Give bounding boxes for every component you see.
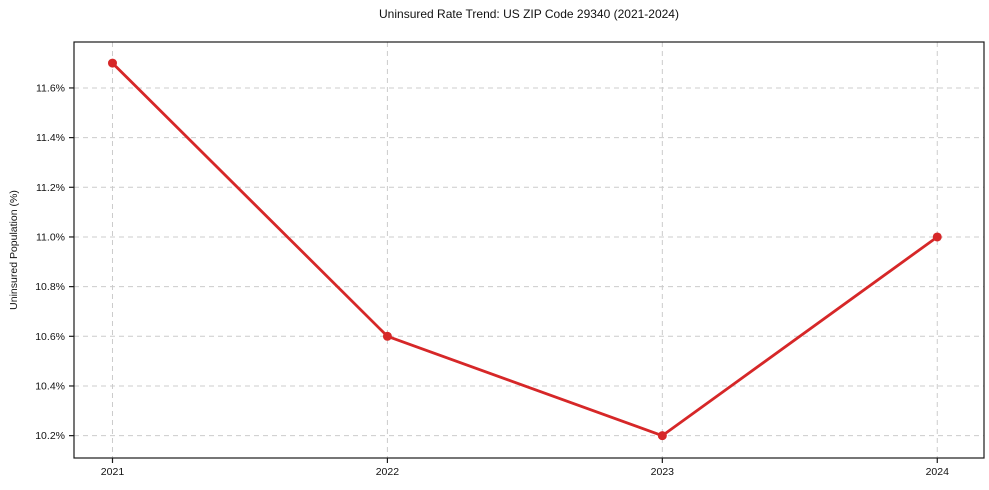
y-tick-label: 11.4% [36,132,65,144]
data-line [111,61,939,438]
x-tick-label: 2024 [926,466,950,478]
data-point [382,331,392,341]
x-tick-label: 2022 [376,466,400,478]
y-tick-label: 10.4% [35,380,65,392]
y-tick-label: 11.2% [36,182,65,194]
data-point [932,232,942,242]
x-tick-label: 2023 [651,466,675,478]
x-tick-label: 2021 [101,466,125,478]
y-tick-label: 11.6% [36,82,65,94]
chart-title: Uninsured Rate Trend: US ZIP Code 29340 … [379,7,679,21]
data-point [107,58,117,68]
y-tick-label: 10.6% [35,331,65,343]
data-point [657,431,667,441]
y-tick-label: 11.0% [36,231,65,243]
y-tick-label: 10.2% [35,430,65,442]
plot-border [73,41,985,459]
y-tick-label: 10.8% [35,281,65,293]
